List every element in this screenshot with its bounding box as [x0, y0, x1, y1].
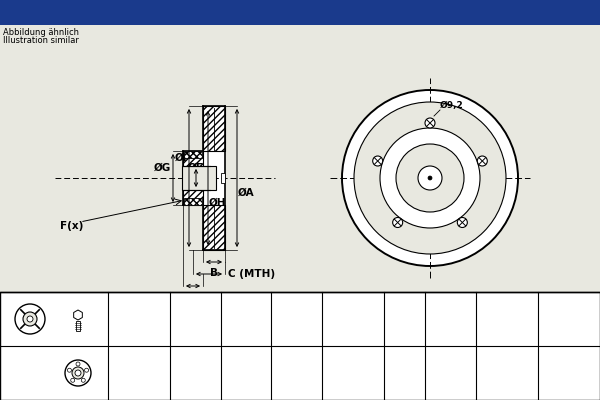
Circle shape — [425, 118, 435, 128]
Text: G: G — [445, 312, 455, 326]
Text: 112,0: 112,0 — [336, 366, 370, 380]
Polygon shape — [74, 310, 82, 320]
Text: Illustration similar: Illustration similar — [3, 36, 79, 45]
Text: H: H — [502, 312, 512, 326]
Text: 15,2: 15,2 — [556, 366, 582, 380]
Text: 67,0: 67,0 — [437, 366, 464, 380]
Text: F(x): F(x) — [391, 312, 419, 326]
Bar — [183, 151, 203, 205]
Circle shape — [396, 144, 464, 212]
Circle shape — [75, 370, 81, 376]
Bar — [184, 198, 202, 205]
Circle shape — [418, 166, 442, 190]
Text: D: D — [292, 312, 302, 326]
Text: C: C — [241, 312, 251, 326]
Text: 64,5: 64,5 — [283, 366, 310, 380]
Text: 528155: 528155 — [382, 4, 458, 22]
Text: A: A — [134, 312, 144, 326]
Circle shape — [76, 362, 80, 366]
Bar — [0, 292, 600, 400]
Text: 25,4: 25,4 — [233, 366, 259, 380]
Bar — [221, 173, 225, 183]
Bar — [203, 106, 225, 250]
Bar — [76, 321, 80, 331]
Circle shape — [72, 367, 84, 379]
Text: 5: 5 — [401, 366, 408, 380]
Text: D: D — [188, 292, 197, 302]
Circle shape — [85, 368, 89, 372]
Circle shape — [457, 218, 467, 228]
Circle shape — [67, 368, 71, 372]
Circle shape — [27, 316, 33, 322]
Text: E: E — [349, 312, 357, 326]
Text: C (MTH): C (MTH) — [228, 269, 275, 279]
Text: F(x): F(x) — [60, 221, 83, 231]
Circle shape — [428, 176, 432, 180]
Text: ØA: ØA — [238, 188, 254, 198]
Circle shape — [71, 378, 75, 382]
Circle shape — [373, 156, 383, 166]
Bar — [184, 151, 202, 158]
Text: 295,0: 295,0 — [122, 366, 156, 380]
Text: B: B — [191, 312, 200, 326]
Circle shape — [478, 156, 487, 166]
Circle shape — [354, 102, 506, 254]
Text: ØE: ØE — [188, 163, 204, 173]
Bar — [182, 166, 216, 190]
Text: ØG: ØG — [154, 163, 171, 173]
Circle shape — [15, 304, 45, 334]
Text: I: I — [567, 312, 571, 326]
Text: ØH: ØH — [209, 198, 227, 208]
Text: 24.0328-0155.1: 24.0328-0155.1 — [116, 4, 274, 22]
Text: Ø134: Ø134 — [420, 171, 448, 181]
Text: Abbildung ähnlich: Abbildung ähnlich — [3, 28, 79, 37]
Text: 28,0: 28,0 — [182, 366, 208, 380]
Circle shape — [23, 312, 37, 326]
Text: ØI: ØI — [175, 153, 187, 163]
Circle shape — [65, 360, 91, 386]
Bar — [203, 205, 225, 250]
Bar — [203, 106, 225, 151]
Circle shape — [342, 90, 518, 266]
Bar — [0, 0, 600, 25]
Circle shape — [81, 378, 85, 382]
Circle shape — [392, 218, 403, 228]
Bar — [203, 151, 225, 205]
Circle shape — [380, 128, 480, 228]
Text: 154,3: 154,3 — [490, 366, 524, 380]
Text: Ø9,2: Ø9,2 — [440, 101, 464, 110]
Text: B: B — [210, 268, 218, 278]
